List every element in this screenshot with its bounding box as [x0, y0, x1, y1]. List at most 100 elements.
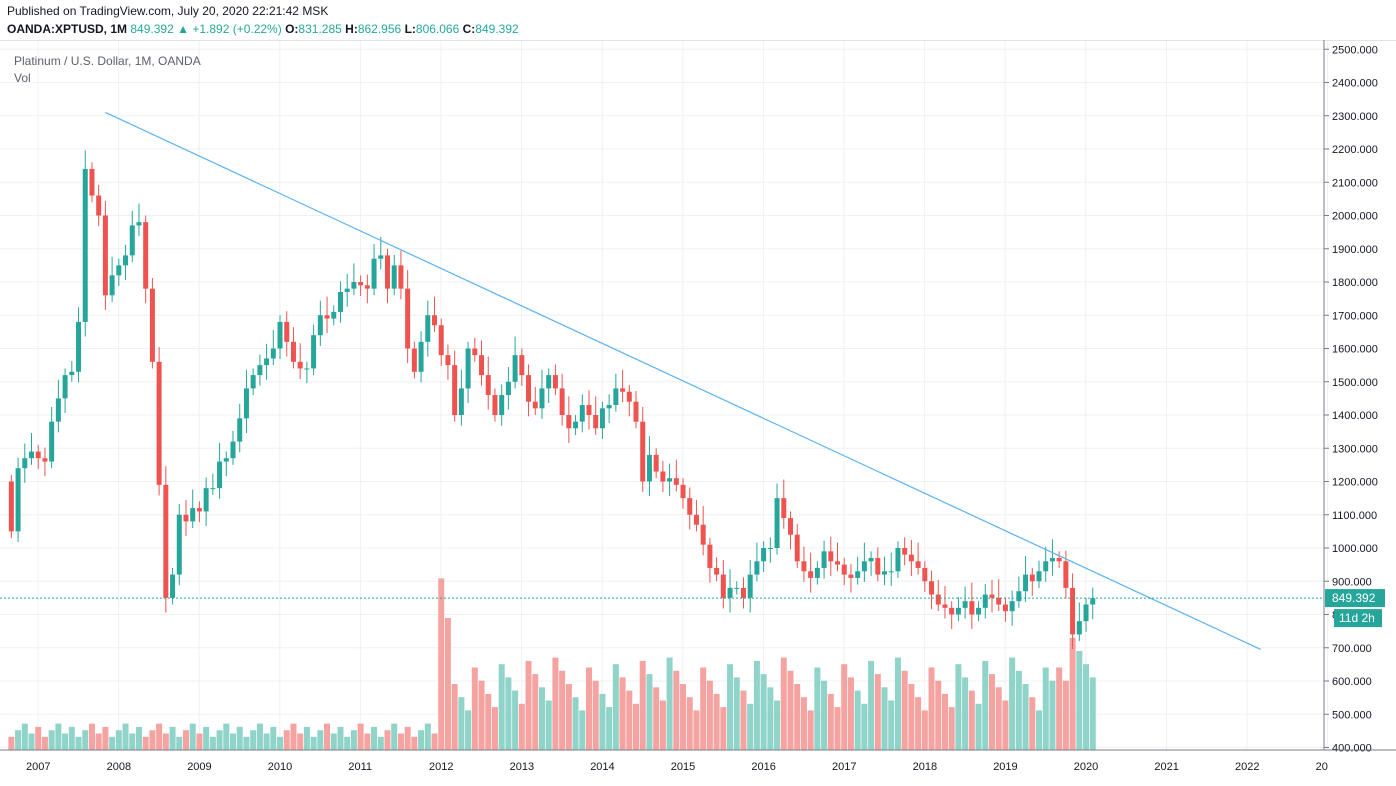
volume-bar	[344, 736, 351, 750]
volume-bar	[921, 710, 928, 750]
candle-body	[290, 341, 296, 362]
candle-body	[136, 222, 142, 226]
volume-bar	[733, 677, 740, 750]
candle-body	[311, 335, 317, 369]
candle-body	[492, 395, 498, 415]
time-tick-label: 20	[1316, 761, 1328, 773]
candle-body	[264, 358, 270, 366]
candle-body	[49, 421, 55, 462]
candle-body	[270, 348, 276, 359]
volume-bar	[162, 733, 169, 750]
time-tick-label: 2022	[1235, 761, 1259, 773]
price-axis[interactable]: 400.000500.000600.000700.000800.000900.0…	[1323, 40, 1378, 755]
candle-body	[908, 554, 914, 562]
candle-body	[8, 481, 14, 532]
volume-bar	[48, 730, 55, 750]
candle-body	[109, 275, 115, 296]
volume-bar	[324, 723, 331, 750]
time-tick-label: 2010	[268, 761, 292, 773]
volume-bar	[968, 690, 975, 750]
candle-body	[284, 321, 290, 342]
chart-header: Published on TradingView.com, July 20, 2…	[0, 0, 1396, 40]
volume-bar	[948, 707, 955, 750]
price-tick-label: 2500.000	[1332, 44, 1378, 56]
volume-bar	[821, 680, 828, 750]
price-tick-label: 1100.000	[1332, 510, 1377, 522]
high-value: 862.956	[357, 22, 402, 36]
price-badge-label: 849.392	[1332, 591, 1376, 605]
volume-bar	[666, 657, 673, 750]
time-tick-label: 2017	[832, 761, 856, 773]
volume-bar	[572, 697, 579, 750]
time-tick-label: 2019	[993, 761, 1017, 773]
volume-bar	[498, 664, 505, 750]
candle-body	[196, 508, 202, 512]
time-axis[interactable]: 2007 2008 2009 2010 2011 2012 2013 2014 2015 2016…	[0, 749, 1396, 773]
volume-bar	[1056, 667, 1063, 750]
volume-bar	[1069, 637, 1076, 750]
chart-legend-title: Platinum / U.S. Dollar, 1M, OANDA	[14, 54, 201, 68]
candle-body	[89, 168, 95, 196]
candle-body	[364, 285, 370, 289]
volume-bar	[847, 677, 854, 750]
price-tick-label: 1900.000	[1332, 244, 1378, 256]
close-value: 849.392	[475, 22, 519, 36]
volume-bar	[243, 736, 250, 750]
volume-bar	[908, 684, 915, 750]
volume-bar	[774, 700, 781, 750]
volume-bar	[458, 697, 465, 750]
time-tick-label: 2007	[26, 761, 50, 773]
candle-body	[727, 587, 733, 598]
candle-body	[519, 355, 525, 376]
volume-bar	[485, 693, 492, 750]
volume-bar	[95, 733, 102, 750]
volume-bar	[431, 733, 438, 750]
candle-body	[1002, 604, 1008, 612]
price-change: +1.892 (+0.22%)	[192, 22, 282, 36]
volume-bar	[169, 726, 176, 750]
trendline-layer[interactable]	[105, 111, 1261, 650]
candle-body	[1009, 601, 1015, 612]
volume-bar	[686, 697, 693, 750]
volume-bar	[176, 736, 183, 750]
volume-bar	[995, 687, 1002, 750]
volume-legend-label: Vol	[14, 71, 31, 85]
volume-bar	[1083, 664, 1090, 750]
candle-body	[129, 225, 135, 256]
volume-bar	[156, 723, 163, 750]
candle-body	[1036, 571, 1042, 582]
candle-body	[472, 348, 478, 356]
candle-body	[55, 398, 61, 422]
price-tick-label: 2200.000	[1332, 144, 1378, 156]
candle-body	[69, 371, 75, 376]
price-tick-label: 600.000	[1332, 676, 1372, 688]
volume-bar	[478, 680, 485, 750]
candle-body	[337, 291, 343, 312]
open-label: O:	[285, 22, 299, 36]
volume-bar	[868, 660, 875, 750]
volume-bar	[230, 733, 237, 750]
candle-body	[371, 258, 377, 289]
candle-body	[405, 288, 411, 349]
candle-body	[942, 604, 948, 608]
volume-bar	[1029, 697, 1036, 750]
volume-bars	[8, 578, 1096, 750]
symbol-label[interactable]: OANDA:XPTUSD, 1M	[7, 22, 128, 36]
candle-body	[740, 587, 746, 598]
candle-body	[35, 451, 41, 459]
price-tick-label: 700.000	[1332, 643, 1372, 655]
price-tick-label: 1400.000	[1332, 410, 1378, 422]
chart-grid	[0, 40, 1396, 750]
volume-bar	[330, 733, 337, 750]
candle-body	[317, 315, 323, 336]
price-tick-label: 2100.000	[1332, 177, 1378, 189]
volume-bar	[41, 736, 48, 750]
volume-bar	[297, 733, 304, 750]
candle-body	[814, 567, 820, 578]
candle-body	[526, 375, 532, 402]
volume-bar	[15, 730, 22, 750]
volume-bar	[283, 730, 290, 750]
candle-body	[102, 215, 108, 296]
candle-body	[687, 498, 693, 515]
